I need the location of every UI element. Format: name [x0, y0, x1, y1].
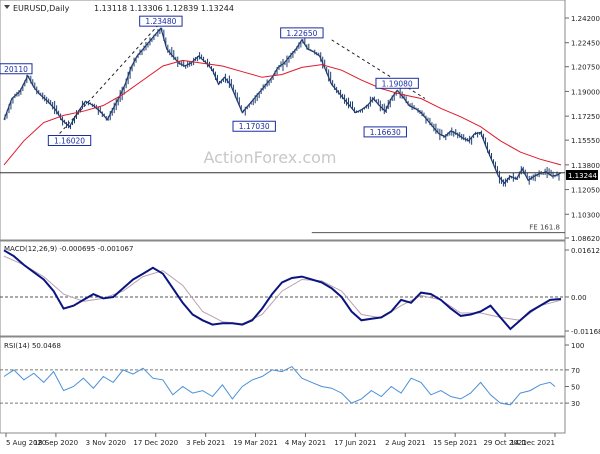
price-y-tick-label: 1.08620 — [571, 235, 600, 243]
price-annotation: 1.22650 — [280, 27, 324, 39]
collapse-arrow-icon[interactable] — [4, 5, 10, 9]
rsi-y-tick-label: 30 — [571, 400, 580, 408]
price-annotation: 20110 — [0, 63, 33, 75]
x-axis-label: 17 Dec 2020 — [133, 439, 178, 447]
macd-line — [3, 249, 562, 331]
price-y-tick-label: 1.17250 — [571, 113, 600, 121]
rsi-level-lines — [0, 369, 565, 404]
annotation-box — [375, 77, 419, 89]
price-candles — [3, 26, 562, 187]
watermark-text: ActionForex.com — [203, 148, 336, 167]
price-ohlc-readout: 1.13118 1.13306 1.12839 1.13244 — [94, 4, 234, 13]
x-axis-label: 4 May 2021 — [285, 439, 326, 447]
last-price-tag: 1.13244 — [566, 170, 598, 180]
macd-y-axis: 0.016122 0.00 -0.011681 — [565, 247, 600, 336]
x-axis-label: 2 Aug 2021 — [385, 439, 425, 447]
x-axis-label: 29 Oct 2021 — [483, 439, 526, 447]
x-axis-label: 3 Nov 2020 — [86, 439, 126, 447]
fe-161-8-label: FE 161.8 — [529, 224, 560, 232]
price-annotations: 20110 1.23480 1.16020 1.17030 1.22650 1.16630… — [0, 15, 419, 147]
x-axis-label: 15 Sep 2021 — [433, 439, 477, 447]
price-path-line — [3, 26, 562, 185]
price-y-tick-label: 1.10300 — [571, 211, 600, 219]
x-axis-label: 17 Jun 2021 — [334, 439, 376, 447]
price-title: EURUSD,Daily — [13, 4, 70, 13]
annotation-box — [280, 27, 324, 39]
rsi-y-tick-label: 100 — [571, 342, 584, 350]
rsi-line — [3, 365, 556, 406]
rsi-y-axis: 100 70 50 30 — [565, 342, 584, 408]
annotation-label: 1.16020 — [54, 137, 85, 146]
x-axis-label: 14 Dec 2021 — [510, 439, 555, 447]
price-panel-frame — [0, 0, 566, 241]
x-axis-label: 5 Aug 2020 — [6, 439, 46, 447]
annotation-label: 1.19080 — [382, 79, 413, 88]
annotation-box — [0, 63, 33, 75]
annotation-label: 1.17030 — [239, 122, 270, 131]
price-annotation: 1.23480 — [139, 15, 183, 27]
annotation-label: 1.23480 — [145, 17, 176, 26]
rsi-title: RSI(14) 50.0468 — [4, 342, 61, 350]
price-y-tick-label: 1.22450 — [571, 40, 600, 48]
price-annotation: 1.17030 — [232, 120, 276, 132]
annotation-box — [232, 120, 276, 132]
annotation-label: 1.16630 — [370, 128, 401, 137]
price-y-tick-label: 1.19000 — [571, 88, 600, 96]
x-axis-label: 18 Sep 2020 — [34, 439, 78, 447]
macd-y-tick-label: -0.011681 — [571, 328, 600, 336]
macd-title: MACD(12,26,9) -0.000695 -0.001067 — [4, 245, 133, 253]
last-price-label: 1.13244 — [568, 172, 597, 180]
price-annotation: 1.16630 — [363, 126, 407, 138]
price-y-tick-label: 1.15550 — [571, 137, 600, 145]
annotation-box — [139, 15, 183, 27]
x-axis-label: 3 Feb 2021 — [186, 439, 225, 447]
last-price-box — [566, 170, 598, 180]
annotation-box — [47, 135, 92, 147]
annotation-box — [363, 126, 407, 138]
price-annotation: 1.19080 — [375, 77, 419, 89]
price-y-tick-label: 1.13800 — [571, 162, 600, 170]
price-y-tick-label: 1.24200 — [571, 15, 600, 23]
price-y-tick-label: 1.20750 — [571, 64, 600, 72]
price-y-axis: 1.24200 1.22450 1.20750 1.19000 1.17250 1.155… — [565, 15, 600, 243]
macd-panel-frame — [0, 240, 566, 337]
price-annotation: 1.16020 — [47, 135, 92, 147]
macd-y-tick-label: 0.00 — [571, 294, 587, 302]
moving-average-line — [3, 59, 562, 166]
price-horizontal-lines: FE 161.8 — [0, 172, 565, 234]
rsi-y-tick-label: 70 — [571, 367, 580, 375]
x-axis-label: 19 Mar 2021 — [233, 439, 277, 447]
macd-y-tick-label: 0.016122 — [571, 247, 600, 255]
annotation-label: 1.22650 — [286, 29, 317, 38]
rsi-panel-frame — [0, 336, 566, 434]
macd-signal-line — [3, 255, 562, 325]
price-y-tick-label: 1.12050 — [571, 187, 600, 195]
rsi-y-tick-label: 50 — [571, 384, 580, 392]
annotation-label: 20110 — [4, 65, 28, 74]
